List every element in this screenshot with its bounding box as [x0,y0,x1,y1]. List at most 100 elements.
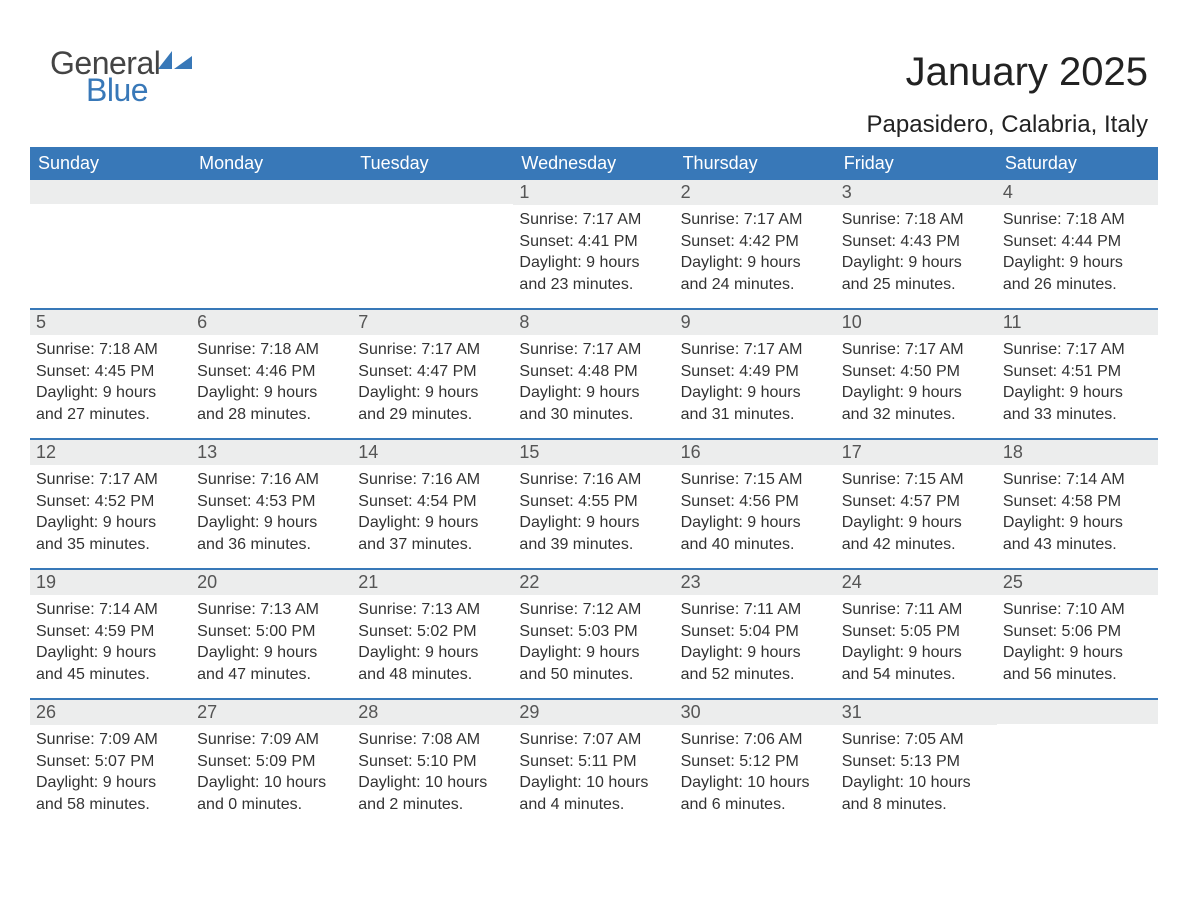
weekday-saturday: Saturday [997,147,1158,180]
day-cell [997,700,1158,828]
day-number: 20 [191,570,352,595]
sunrise-line: Sunrise: 7:05 AM [842,729,991,751]
daylight-line: Daylight: 9 hoursand 52 minutes. [681,642,830,685]
day-number [30,180,191,204]
daylight-line: Daylight: 9 hoursand 56 minutes. [1003,642,1152,685]
day-number: 7 [352,310,513,335]
day-cell: 9Sunrise: 7:17 AMSunset: 4:49 PMDaylight… [675,310,836,438]
day-cell: 2Sunrise: 7:17 AMSunset: 4:42 PMDaylight… [675,180,836,308]
day-cell: 28Sunrise: 7:08 AMSunset: 5:10 PMDayligh… [352,700,513,828]
daylight-line: Daylight: 9 hoursand 37 minutes. [358,512,507,555]
sunset-line: Sunset: 4:46 PM [197,361,346,383]
sunrise-line: Sunrise: 7:17 AM [681,339,830,361]
sunrise-line: Sunrise: 7:13 AM [358,599,507,621]
day-cell: 24Sunrise: 7:11 AMSunset: 5:05 PMDayligh… [836,570,997,698]
day-body: Sunrise: 7:13 AMSunset: 5:02 PMDaylight:… [352,595,513,693]
day-body: Sunrise: 7:17 AMSunset: 4:51 PMDaylight:… [997,335,1158,433]
sunrise-line: Sunrise: 7:10 AM [1003,599,1152,621]
sunset-line: Sunset: 4:57 PM [842,491,991,513]
day-cell: 21Sunrise: 7:13 AMSunset: 5:02 PMDayligh… [352,570,513,698]
day-body: Sunrise: 7:17 AMSunset: 4:41 PMDaylight:… [513,205,674,303]
day-body: Sunrise: 7:12 AMSunset: 5:03 PMDaylight:… [513,595,674,693]
sunset-line: Sunset: 5:09 PM [197,751,346,773]
day-cell: 3Sunrise: 7:18 AMSunset: 4:43 PMDaylight… [836,180,997,308]
day-body: Sunrise: 7:16 AMSunset: 4:53 PMDaylight:… [191,465,352,563]
day-body: Sunrise: 7:16 AMSunset: 4:54 PMDaylight:… [352,465,513,563]
day-cell: 16Sunrise: 7:15 AMSunset: 4:56 PMDayligh… [675,440,836,568]
day-number: 21 [352,570,513,595]
day-body: Sunrise: 7:11 AMSunset: 5:05 PMDaylight:… [836,595,997,693]
daylight-line: Daylight: 9 hoursand 39 minutes. [519,512,668,555]
week-row: 5Sunrise: 7:18 AMSunset: 4:45 PMDaylight… [30,308,1158,438]
sunrise-line: Sunrise: 7:17 AM [519,339,668,361]
sunrise-line: Sunrise: 7:14 AM [36,599,185,621]
sunset-line: Sunset: 5:12 PM [681,751,830,773]
sunrise-line: Sunrise: 7:15 AM [842,469,991,491]
day-body: Sunrise: 7:17 AMSunset: 4:48 PMDaylight:… [513,335,674,433]
page-title: January 2025 [867,50,1148,95]
day-number: 4 [997,180,1158,205]
day-number: 15 [513,440,674,465]
weekday-wednesday: Wednesday [513,147,674,180]
sunset-line: Sunset: 4:47 PM [358,361,507,383]
sunset-line: Sunset: 4:51 PM [1003,361,1152,383]
day-cell: 7Sunrise: 7:17 AMSunset: 4:47 PMDaylight… [352,310,513,438]
day-body [997,724,1158,736]
day-body: Sunrise: 7:17 AMSunset: 4:42 PMDaylight:… [675,205,836,303]
daylight-line: Daylight: 9 hoursand 30 minutes. [519,382,668,425]
day-number: 16 [675,440,836,465]
sunrise-line: Sunrise: 7:16 AM [358,469,507,491]
calendar: SundayMondayTuesdayWednesdayThursdayFrid… [30,147,1158,828]
weekday-sunday: Sunday [30,147,191,180]
day-number: 23 [675,570,836,595]
week-row: 1Sunrise: 7:17 AMSunset: 4:41 PMDaylight… [30,180,1158,308]
day-body [30,204,191,216]
day-cell: 13Sunrise: 7:16 AMSunset: 4:53 PMDayligh… [191,440,352,568]
day-body: Sunrise: 7:18 AMSunset: 4:44 PMDaylight:… [997,205,1158,303]
day-body: Sunrise: 7:18 AMSunset: 4:45 PMDaylight:… [30,335,191,433]
sunset-line: Sunset: 4:59 PM [36,621,185,643]
day-cell: 15Sunrise: 7:16 AMSunset: 4:55 PMDayligh… [513,440,674,568]
logo: General Blue [50,45,192,109]
sunrise-line: Sunrise: 7:17 AM [1003,339,1152,361]
sunset-line: Sunset: 4:55 PM [519,491,668,513]
daylight-line: Daylight: 9 hoursand 28 minutes. [197,382,346,425]
daylight-line: Daylight: 9 hoursand 45 minutes. [36,642,185,685]
sunrise-line: Sunrise: 7:15 AM [681,469,830,491]
daylight-line: Daylight: 9 hoursand 33 minutes. [1003,382,1152,425]
day-body: Sunrise: 7:10 AMSunset: 5:06 PMDaylight:… [997,595,1158,693]
day-cell: 14Sunrise: 7:16 AMSunset: 4:54 PMDayligh… [352,440,513,568]
day-number: 30 [675,700,836,725]
day-body: Sunrise: 7:17 AMSunset: 4:52 PMDaylight:… [30,465,191,563]
day-cell: 5Sunrise: 7:18 AMSunset: 4:45 PMDaylight… [30,310,191,438]
daylight-line: Daylight: 9 hoursand 48 minutes. [358,642,507,685]
day-body: Sunrise: 7:13 AMSunset: 5:00 PMDaylight:… [191,595,352,693]
day-body: Sunrise: 7:17 AMSunset: 4:49 PMDaylight:… [675,335,836,433]
sunrise-line: Sunrise: 7:06 AM [681,729,830,751]
sunset-line: Sunset: 5:03 PM [519,621,668,643]
day-cell: 29Sunrise: 7:07 AMSunset: 5:11 PMDayligh… [513,700,674,828]
day-body: Sunrise: 7:14 AMSunset: 4:59 PMDaylight:… [30,595,191,693]
day-number [352,180,513,204]
day-number: 18 [997,440,1158,465]
daylight-line: Daylight: 9 hoursand 35 minutes. [36,512,185,555]
weekday-monday: Monday [191,147,352,180]
day-number: 24 [836,570,997,595]
day-cell: 26Sunrise: 7:09 AMSunset: 5:07 PMDayligh… [30,700,191,828]
sunset-line: Sunset: 4:50 PM [842,361,991,383]
day-body [352,204,513,216]
sunset-line: Sunset: 4:42 PM [681,231,830,253]
sunrise-line: Sunrise: 7:18 AM [1003,209,1152,231]
sunset-line: Sunset: 5:11 PM [519,751,668,773]
day-number: 10 [836,310,997,335]
day-body: Sunrise: 7:08 AMSunset: 5:10 PMDaylight:… [352,725,513,823]
day-number: 31 [836,700,997,725]
day-body: Sunrise: 7:15 AMSunset: 4:56 PMDaylight:… [675,465,836,563]
sunset-line: Sunset: 5:00 PM [197,621,346,643]
day-number [997,700,1158,724]
sunset-line: Sunset: 4:54 PM [358,491,507,513]
weekday-friday: Friday [836,147,997,180]
daylight-line: Daylight: 9 hoursand 31 minutes. [681,382,830,425]
week-row: 26Sunrise: 7:09 AMSunset: 5:07 PMDayligh… [30,698,1158,828]
daylight-line: Daylight: 9 hoursand 40 minutes. [681,512,830,555]
